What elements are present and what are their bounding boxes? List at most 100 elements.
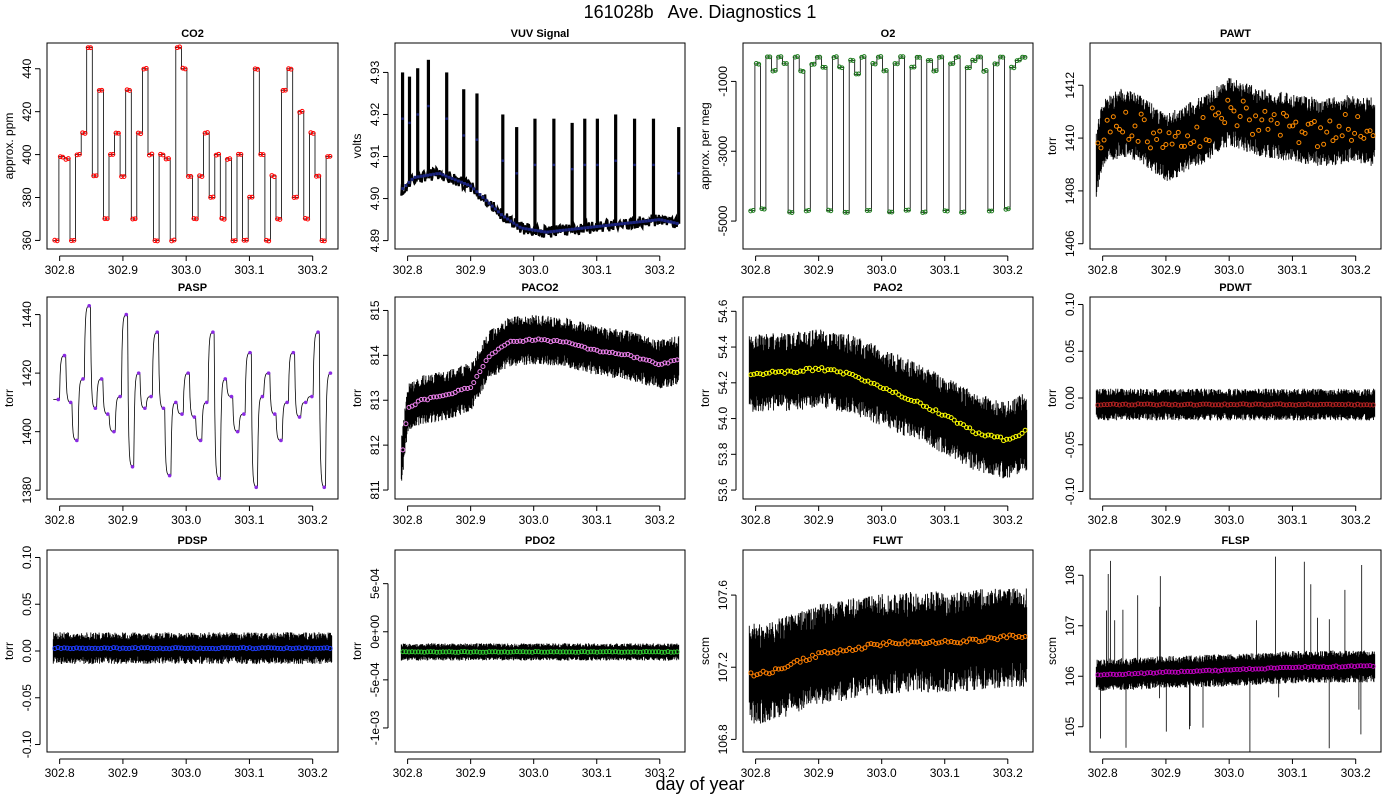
data-point — [193, 216, 199, 222]
data-point — [1231, 402, 1237, 408]
data-point — [1253, 401, 1259, 407]
data-point — [1259, 401, 1265, 407]
data-point — [65, 156, 71, 161]
data-point — [845, 209, 850, 215]
data-point — [1324, 129, 1330, 135]
data-point — [265, 645, 271, 651]
data-point — [566, 340, 572, 346]
data-point — [886, 209, 892, 215]
data-point — [1019, 634, 1025, 640]
data-point — [748, 670, 754, 676]
data-point — [299, 108, 305, 114]
x-tick-label: 302.9 — [804, 513, 834, 527]
data-point — [625, 649, 631, 655]
x-tick-label: 303.1 — [1277, 263, 1307, 277]
data-point — [98, 645, 104, 651]
plot-frame — [742, 296, 1034, 500]
data-point — [211, 330, 215, 334]
data-point — [1095, 140, 1101, 146]
data-point — [458, 649, 464, 655]
data-point — [1185, 668, 1191, 674]
data-point — [266, 371, 271, 375]
data-point — [1246, 402, 1252, 408]
y-tick-label: 0e+00 — [368, 615, 382, 649]
data-point — [1016, 633, 1022, 639]
data-point — [1181, 143, 1187, 149]
data-point — [557, 649, 563, 655]
data-point — [924, 640, 930, 646]
data-point — [92, 645, 98, 651]
data-point — [410, 177, 414, 181]
data-point — [1113, 672, 1119, 678]
y-tick-label: 814 — [368, 345, 382, 365]
data-point — [543, 230, 547, 234]
data-point — [173, 400, 178, 405]
data-point — [244, 237, 249, 243]
data-point — [570, 227, 574, 231]
data-point — [1200, 668, 1206, 674]
y-tick-label: 0.00 — [20, 639, 34, 663]
data-point — [316, 330, 320, 334]
panel-pao2: PAO2 torr 302.8 302.9 303.0 303.1 303.2 53.6 53.… — [698, 282, 1034, 527]
panel-o2: O2 approx. per meg 302.8 302.9 303.0 303.1 303… — [698, 28, 1034, 277]
data-point — [1262, 402, 1268, 408]
x-tick-label: 303.1 — [930, 513, 960, 527]
data-point — [1345, 663, 1351, 669]
data-point — [637, 649, 643, 655]
data-point — [620, 222, 624, 226]
x-tick-label: 302.9 — [1151, 513, 1181, 527]
data-point — [890, 640, 896, 646]
y-tick-label: 4.93 — [368, 60, 382, 84]
signal-spike — [407, 76, 412, 182]
data-point — [224, 157, 230, 162]
panel-flsp: FLSP sccm 302.8 302.9 303.0 303.1 303.2 105 106 1… — [1045, 535, 1382, 780]
data-point — [91, 173, 97, 179]
data-point — [1321, 141, 1327, 147]
data-point — [486, 649, 492, 655]
panel-paco2: PACO2 torr 302.8 302.9 303.0 303.1 303.2 811 812… — [350, 282, 686, 527]
data-point — [1126, 670, 1132, 676]
data-point — [1290, 123, 1296, 129]
y-axis-label: torr — [350, 642, 364, 660]
data-point — [848, 57, 853, 63]
data-point — [248, 350, 252, 355]
data-point — [626, 221, 630, 225]
data-point — [1141, 117, 1147, 123]
y-axis-label: sccm — [1045, 637, 1059, 665]
data-point — [950, 61, 956, 66]
data-point — [244, 645, 250, 651]
data-point — [597, 349, 603, 355]
y-tick-label: 4.89 — [368, 229, 382, 253]
data-point — [509, 219, 513, 223]
data-area — [748, 329, 1028, 479]
data-point — [438, 172, 442, 176]
data-point — [750, 208, 756, 213]
series-band — [1095, 78, 1376, 197]
data-point — [130, 464, 135, 469]
data-point — [1277, 132, 1283, 138]
data-point — [1305, 401, 1311, 407]
data-point — [563, 649, 569, 655]
data-point — [1104, 117, 1110, 123]
y-axis-label: torr — [2, 642, 16, 660]
data-point — [803, 365, 809, 371]
x-tick-label: 302.8 — [45, 513, 75, 527]
data-point — [834, 650, 840, 656]
data-point — [588, 346, 594, 352]
x-tick-label: 303.0 — [867, 263, 897, 277]
data-point — [766, 671, 772, 677]
y-tick-label: 1400 — [20, 418, 34, 445]
data-point — [1311, 663, 1317, 669]
data-point — [468, 649, 474, 655]
data-point — [149, 151, 155, 157]
data-point — [191, 216, 197, 221]
data-point — [52, 645, 58, 651]
data-point — [933, 407, 939, 413]
data-point — [546, 230, 550, 234]
data-point — [235, 429, 240, 434]
data-point — [278, 645, 284, 651]
data-point — [1268, 402, 1274, 408]
data-point — [809, 62, 815, 67]
data-point — [472, 187, 476, 191]
data-point — [60, 154, 66, 160]
